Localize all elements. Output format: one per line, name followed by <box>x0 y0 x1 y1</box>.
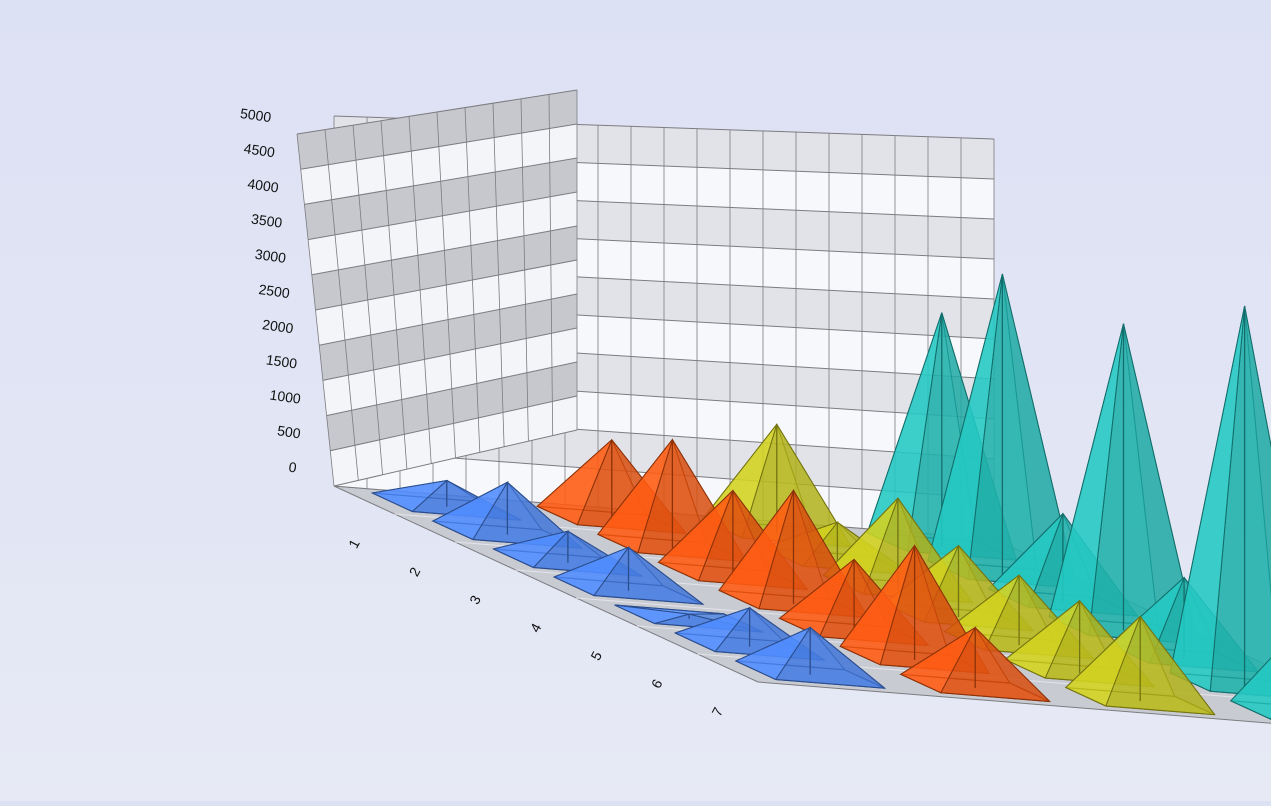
y-tick-label: 1000 <box>269 387 302 407</box>
x-tick-label: 3 <box>466 592 484 607</box>
x-tick-label: 4 <box>527 620 545 635</box>
x-tick-label: 6 <box>648 676 666 691</box>
y-tick-label: 0 <box>288 459 298 476</box>
y-tick-label: 3000 <box>254 246 287 266</box>
y-tick-label: 5000 <box>239 105 272 125</box>
y-tick-label: 500 <box>276 422 302 441</box>
x-tick-label: 7 <box>708 704 726 719</box>
pyramid-mark <box>1170 306 1271 700</box>
left-wall <box>297 90 577 486</box>
x-tick-label: 2 <box>406 564 424 579</box>
y-tick-label: 4000 <box>247 175 280 195</box>
y-tick-label: 4500 <box>243 140 276 160</box>
y-tick-label: 1500 <box>265 351 298 371</box>
x-tick-label: 1 <box>345 536 363 551</box>
y-tick-label: 2500 <box>258 281 291 301</box>
x-tick-label: 5 <box>587 648 605 663</box>
y-tick-label: 3500 <box>250 211 283 231</box>
y-tick-label: 2000 <box>261 316 294 336</box>
y-axis-tick-labels: 0 500 1000 1500 2000 2500 3000 3500 4000 4500 5000 <box>239 105 302 476</box>
